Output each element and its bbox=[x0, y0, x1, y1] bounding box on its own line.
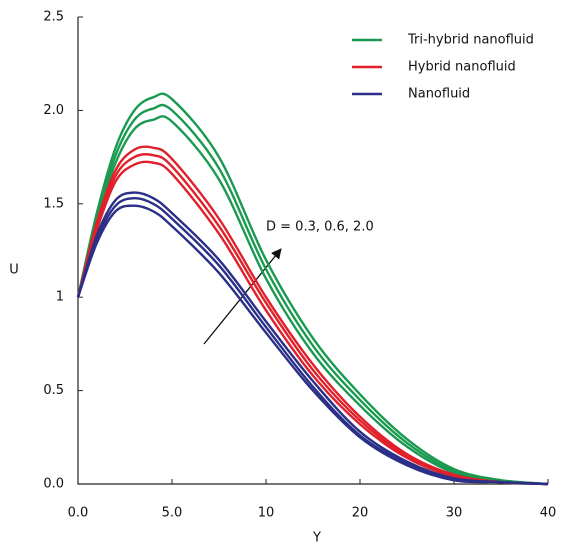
y-tick-label: 0.0 bbox=[43, 477, 64, 492]
x-tick-label: 5.0 bbox=[162, 506, 183, 521]
y-tick-label: 2.5 bbox=[43, 10, 64, 25]
line-series bbox=[76, 115, 549, 486]
x-tick-label: 0.0 bbox=[68, 506, 89, 521]
y-tick-label: 2.0 bbox=[43, 103, 64, 118]
legend-label: Hybrid nanofluid bbox=[408, 60, 516, 75]
annotation: D = 0.3, 0.6, 2.0 bbox=[266, 220, 374, 235]
line-series bbox=[76, 92, 549, 486]
y-tick-label: 1 bbox=[56, 290, 64, 305]
x-axis-label: Y bbox=[312, 531, 321, 546]
line-series bbox=[76, 153, 549, 486]
line-series bbox=[76, 196, 549, 486]
line-series bbox=[76, 145, 549, 486]
line-series bbox=[76, 204, 549, 486]
x-tick-label: 20 bbox=[352, 506, 369, 521]
x-tick-label: 10 bbox=[258, 506, 275, 521]
line-series bbox=[76, 160, 549, 486]
axes bbox=[77, 17, 548, 485]
y-tick-label: 1.5 bbox=[43, 196, 64, 211]
x-tick-label: 40 bbox=[540, 506, 557, 521]
legend-label: Tri-hybrid nanofluid bbox=[407, 33, 534, 48]
y-tick-label: 0.5 bbox=[43, 383, 64, 398]
line-series bbox=[76, 103, 549, 486]
x-tick-label: 30 bbox=[446, 506, 463, 521]
legend-label: Nanofluid bbox=[408, 87, 470, 102]
y-axis-label: U bbox=[9, 263, 19, 278]
